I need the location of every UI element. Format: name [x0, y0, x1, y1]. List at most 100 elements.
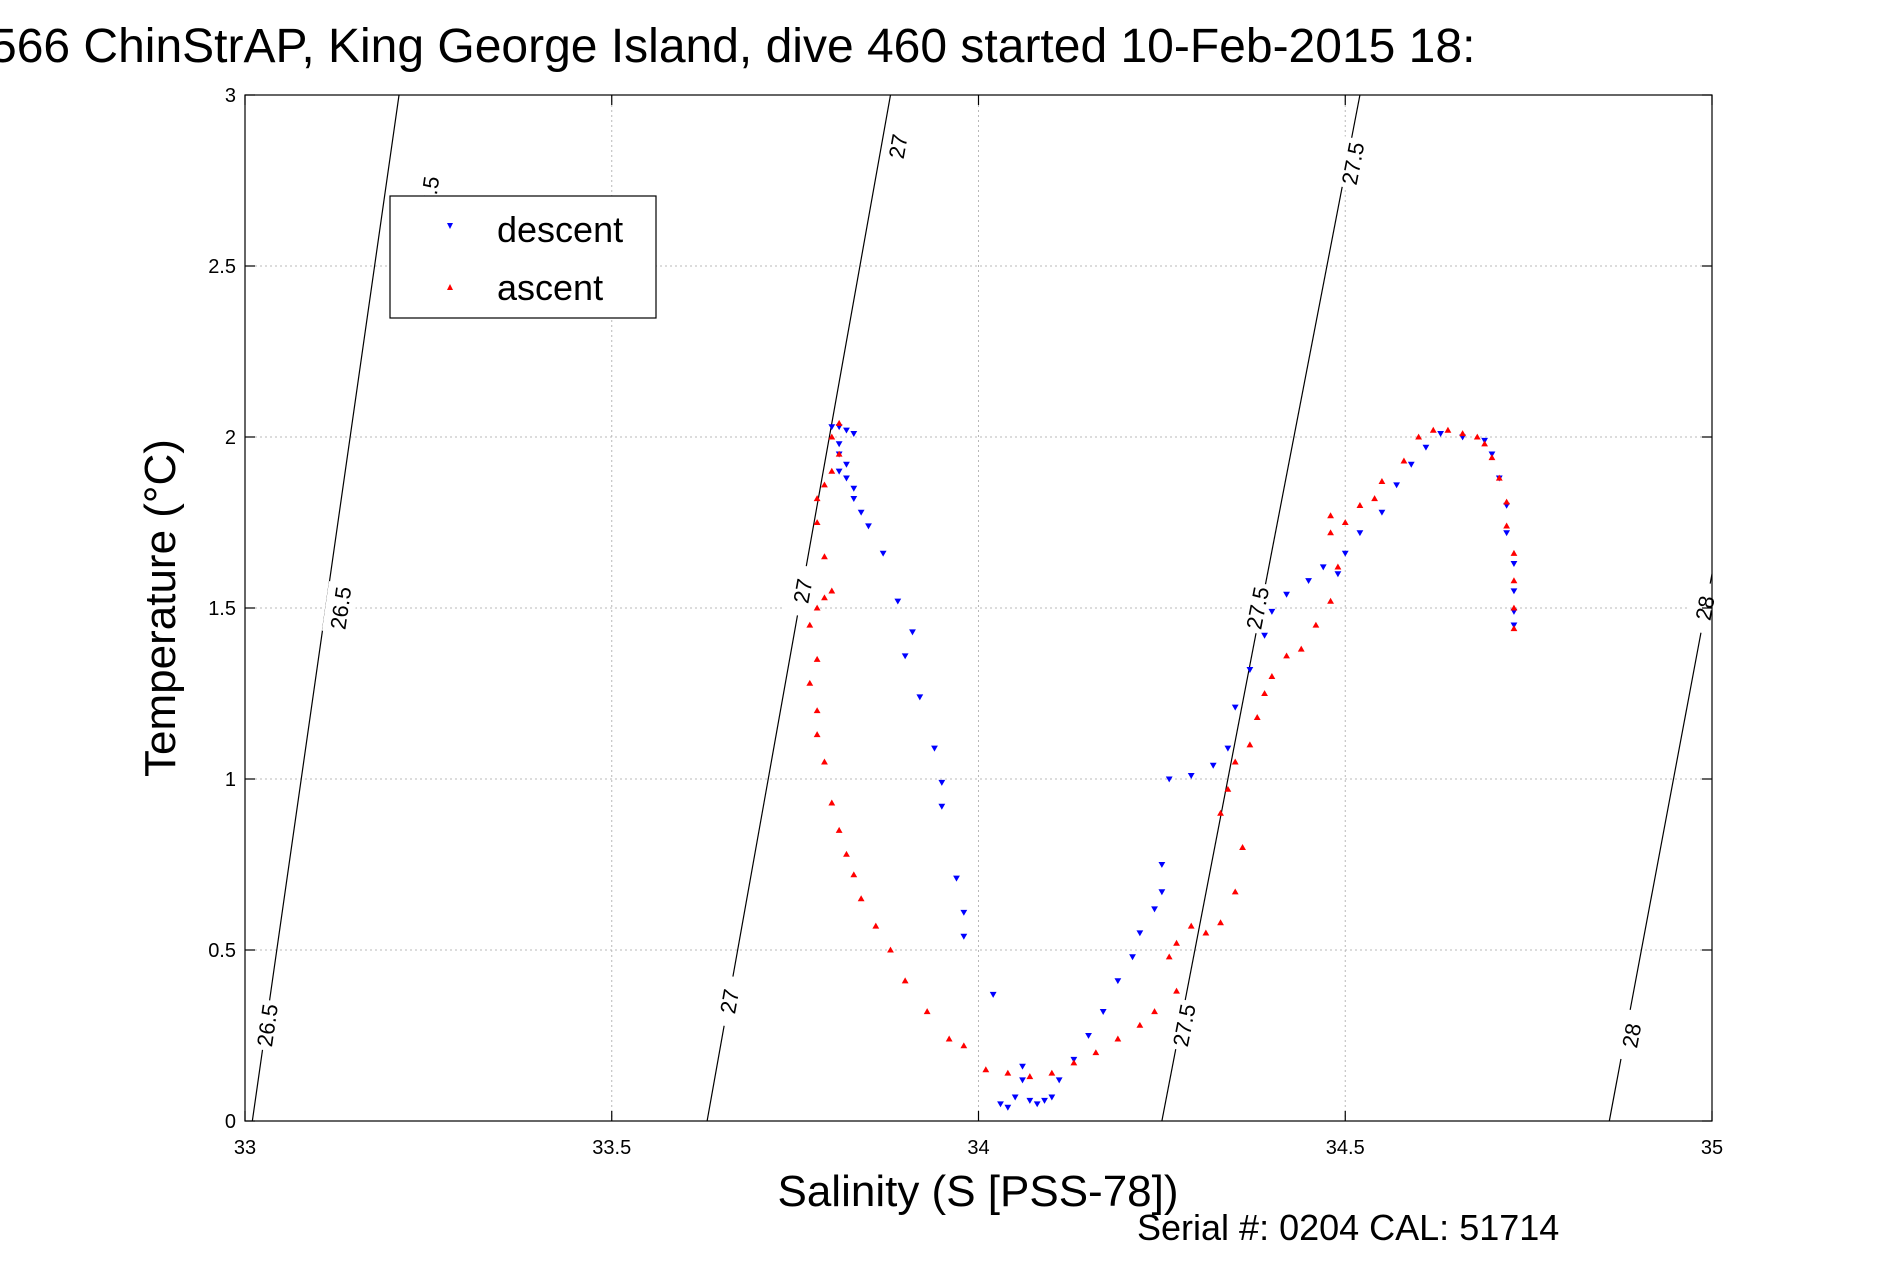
y-tick-label: 3 [225, 85, 236, 107]
y-tick-label: 0.5 [208, 940, 236, 962]
ascent-point [1136, 1021, 1144, 1028]
descent-point [843, 475, 850, 482]
ascent-point [945, 1035, 953, 1042]
descent-point [1356, 530, 1364, 537]
ascent-point [923, 1008, 931, 1015]
ascent-point [813, 655, 821, 662]
descent-point [850, 496, 858, 502]
ascent-point [1297, 645, 1305, 652]
descent-point [843, 427, 850, 434]
descent-point [879, 550, 887, 557]
descent-point [1085, 1032, 1092, 1039]
descent-point [1510, 560, 1518, 567]
descent-point [865, 523, 872, 530]
contour-label-background [1611, 1008, 1651, 1063]
y-tick-label: 1 [225, 769, 236, 791]
ascent-point [1114, 1035, 1122, 1042]
x-axis-label: Salinity (S [PSS-78]) [777, 1167, 1178, 1216]
ascent-point [1283, 652, 1290, 659]
ascent-point [1224, 785, 1232, 792]
descent-point [1378, 509, 1386, 516]
ascent-point [806, 621, 814, 628]
descent-point [857, 509, 865, 516]
ascent-point [1026, 1073, 1034, 1080]
contour-label: 26.5 [252, 1002, 283, 1048]
y-tick-label: 2 [225, 427, 236, 449]
ascent-point [1231, 888, 1239, 895]
ascent-point [813, 495, 821, 502]
descent-point [1011, 1094, 1019, 1101]
ascent-point [1268, 673, 1276, 679]
contour-label: 28 [1617, 1021, 1646, 1050]
descent-point [1151, 906, 1158, 913]
ascent-point [1488, 454, 1496, 461]
descent-point [938, 803, 946, 810]
ascent-point [828, 433, 836, 440]
ascent-point [1217, 919, 1224, 926]
descent-point [1268, 608, 1276, 615]
legend-ascent-label: ascent [497, 267, 603, 308]
contour-label: 27 [884, 132, 913, 161]
ascent-point [1444, 426, 1452, 433]
descent-point [1407, 461, 1415, 468]
ascent-point [821, 481, 828, 488]
ascent-point [857, 895, 865, 902]
contour-label-background [709, 974, 749, 1029]
contour-label-background [248, 998, 286, 1053]
ascent-point [1510, 549, 1518, 556]
descent-point [1319, 564, 1327, 571]
descent-point [835, 468, 843, 475]
descent-point [1136, 930, 1144, 937]
ascent-point [982, 1066, 990, 1073]
ascent-point [1070, 1059, 1078, 1066]
descent-point [843, 461, 850, 468]
descent-point [989, 991, 997, 998]
ascent-point [1217, 809, 1224, 816]
ascent-point [1231, 758, 1239, 765]
contour-label: 26.5 [325, 585, 356, 631]
descent-point [850, 485, 858, 492]
contour-label-background [321, 581, 359, 635]
descent-point [1437, 431, 1445, 437]
ascent-point [901, 977, 909, 984]
ascent-point [835, 450, 843, 457]
ascent-point [1239, 844, 1246, 850]
ascent-point [1334, 563, 1342, 570]
descent-point [828, 424, 836, 431]
ascent-point [813, 707, 821, 714]
ascent-point [1327, 529, 1334, 536]
x-tick-label: 34.5 [1326, 1137, 1365, 1159]
ascent-point [1510, 577, 1518, 584]
descent-point [901, 653, 909, 660]
descent-point [1019, 1063, 1026, 1070]
chart-title: 566 ChinStrAP, King George Island, dive … [0, 20, 1475, 73]
legend-ascent-marker [447, 284, 453, 290]
descent-point [1334, 571, 1342, 578]
descent-point [960, 933, 968, 940]
x-tick-label: 33.5 [592, 1137, 631, 1159]
legend-descent-marker [447, 223, 453, 229]
ascent-point [1481, 440, 1489, 447]
descent-point [938, 779, 946, 786]
ascent-point [850, 871, 858, 878]
ascent-point [1187, 922, 1195, 929]
y-tick-label: 0 [225, 1111, 236, 1133]
ascent-point [1473, 433, 1481, 440]
ascent-point [1400, 457, 1408, 464]
descent-point [1158, 861, 1166, 868]
ascent-point [835, 826, 843, 833]
contour-label: 27 [788, 577, 817, 606]
descent-point [1055, 1077, 1063, 1084]
descent-point [1158, 889, 1166, 896]
ascent-point [821, 594, 828, 601]
descent-point [850, 431, 858, 437]
data-series [806, 419, 1518, 1111]
descent-point [1231, 704, 1239, 711]
ascent-point [1510, 604, 1518, 611]
ascent-point [806, 679, 814, 686]
descent-point [1261, 632, 1268, 639]
ascent-point [1261, 690, 1268, 697]
ascent-point [1503, 498, 1511, 505]
ascent-point [1371, 495, 1378, 502]
